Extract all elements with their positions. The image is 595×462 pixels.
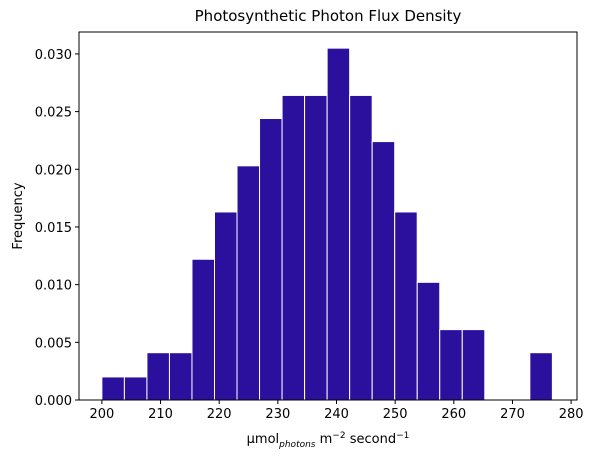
bar [529, 352, 553, 401]
bar [191, 258, 215, 401]
x-axis-label: μmolphotons m−2 second−1 [247, 431, 410, 450]
x-tick-label: 200 [89, 407, 114, 422]
x-tick-label: 270 [500, 407, 525, 422]
x-axis-label-part: photons [278, 440, 316, 450]
bar [146, 352, 170, 401]
x-axis-label-part: m [316, 432, 333, 447]
y-tick-label: 0.025 [35, 106, 72, 121]
x-axis-label-part: μmol [247, 432, 280, 447]
x-tick-label: 220 [207, 407, 232, 422]
y-tick-label: 0.020 [35, 163, 72, 178]
x-axis-label-part: second [346, 432, 397, 447]
bar [326, 47, 351, 401]
chart-title: Photosynthetic Photon Flux Density [195, 7, 462, 25]
y-axis-label: Frequency [11, 182, 26, 249]
bar [123, 376, 148, 401]
x-tick-label: 280 [559, 407, 584, 422]
y-tick-label: 0.015 [35, 221, 72, 236]
y-tick-label: 0.010 [35, 279, 72, 294]
bar [236, 165, 261, 401]
bar [168, 352, 193, 401]
bar [259, 118, 283, 401]
x-tick-label: 250 [383, 407, 408, 422]
y-tick-label: 0.030 [35, 48, 72, 63]
bar [439, 329, 463, 401]
x-tick-label: 210 [148, 407, 173, 422]
plot-frame [78, 31, 578, 401]
bar [213, 211, 238, 401]
y-tick-label: 0.005 [35, 336, 72, 351]
bar [371, 141, 396, 401]
y-tick-label: 0.000 [35, 394, 72, 409]
bar [416, 281, 441, 401]
x-tick-label: 240 [324, 407, 349, 422]
x-tick-label: 260 [441, 407, 466, 422]
x-axis-label-part: −2 [332, 431, 345, 441]
bar [394, 211, 418, 401]
bar [281, 94, 306, 401]
bar [349, 94, 373, 401]
bar [461, 329, 486, 401]
x-axis-label-part: −1 [396, 431, 409, 441]
x-tick-label: 230 [265, 407, 290, 422]
bar [304, 94, 328, 401]
bar [101, 376, 125, 401]
